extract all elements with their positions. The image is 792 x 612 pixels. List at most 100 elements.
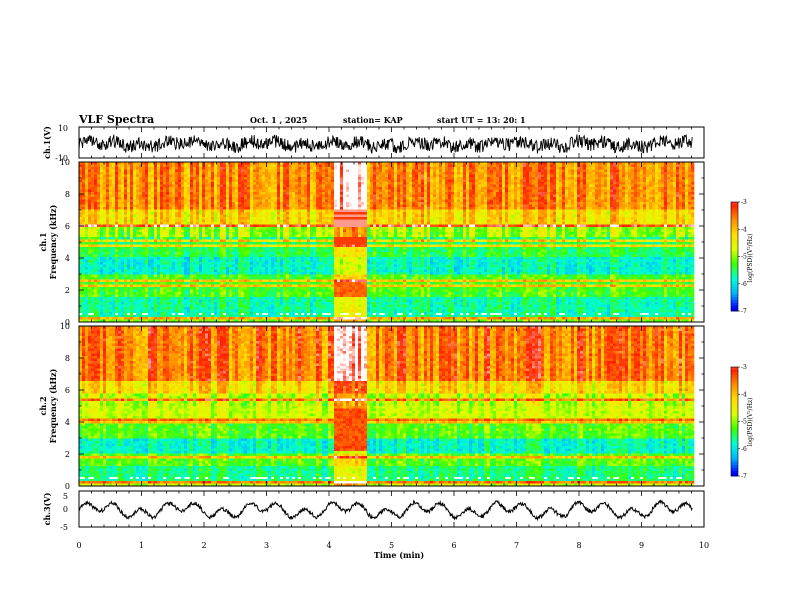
spectrogram-cell (490, 174, 494, 178)
spectrogram-cell (583, 184, 587, 188)
spectrogram-cell (250, 217, 254, 220)
spectrogram-cell (343, 199, 347, 203)
spectrogram-cell (628, 192, 632, 195)
spectrogram-cell (262, 167, 266, 170)
spectrogram-cell (100, 187, 104, 190)
spectrogram-cell (289, 204, 293, 208)
spectrogram-cell (514, 212, 518, 215)
spectrogram-cell (367, 207, 371, 210)
spectrogram-cell (541, 214, 545, 218)
spectrogram-cell (181, 199, 185, 203)
spectrogram-cell (535, 179, 539, 183)
spectrogram-cell (493, 172, 497, 175)
spectrogram-cell (538, 219, 542, 223)
spectrogram-cell (514, 209, 518, 213)
spectrogram-cell (430, 169, 434, 173)
spectrogram-cell (172, 187, 176, 190)
spectrogram-cell (664, 212, 668, 215)
spectrogram-cell (214, 207, 218, 210)
spectrogram-cell (622, 182, 626, 185)
spectrogram-cell (517, 172, 521, 175)
spectrogram-cell (445, 169, 449, 173)
spectrogram-cell (637, 177, 641, 180)
spectrogram-cell (673, 179, 677, 183)
spectrogram-cell (412, 219, 416, 223)
spectrogram-cell (172, 172, 176, 175)
spectrogram-cell (196, 162, 200, 165)
spectrogram-cell (157, 197, 161, 200)
spectrogram-cell (79, 169, 83, 173)
spectrogram-cell (346, 207, 350, 210)
spectrogram-cell (538, 204, 542, 208)
spectrogram-cell (328, 219, 332, 223)
spectrogram-cell (559, 197, 563, 200)
spectrogram-cell (223, 177, 227, 180)
spectrogram-cell (523, 199, 527, 203)
spectrogram-cell (439, 209, 443, 213)
spectrogram-cell (481, 184, 485, 188)
spectrogram-cell (643, 177, 647, 180)
spectrogram-cell (553, 197, 557, 200)
spectrogram-cell (187, 209, 191, 213)
spectrogram-cell (412, 212, 416, 215)
spectrogram-cell (112, 162, 116, 165)
spectrogram-cell (628, 217, 632, 220)
spectrogram-cell (451, 217, 455, 220)
spectrogram-cell (364, 187, 368, 190)
spectrogram-cell (166, 179, 170, 183)
spectrogram-cell (496, 204, 500, 208)
spectrogram-cell (172, 169, 176, 173)
spectrogram-cell (214, 184, 218, 188)
spectrogram-cell (304, 182, 308, 185)
spectrogram-cell (418, 192, 422, 195)
spectrogram-cell (478, 204, 482, 208)
spectrogram-cell (256, 167, 260, 170)
spectrogram-cell (463, 179, 467, 183)
spectrogram-cell (580, 202, 584, 205)
spectrogram-cell (367, 219, 371, 223)
spectrogram-cell (82, 172, 86, 175)
spectrogram-cell (673, 197, 677, 200)
spectrogram-cell (466, 214, 470, 218)
spectrogram-cell (481, 192, 485, 195)
spectrogram-cell (652, 164, 656, 168)
spectrogram-cell (388, 182, 392, 185)
spectrogram-cell (400, 219, 404, 223)
spectrogram-cell (514, 214, 518, 218)
spectrogram-cell (100, 179, 104, 183)
spectrogram-cell (301, 189, 305, 193)
spectrogram-cell (670, 192, 674, 195)
spectrogram-cell (439, 207, 443, 210)
spectrogram-cell (571, 177, 575, 180)
spectrogram-cell (127, 212, 131, 215)
spectrogram-cell (520, 194, 524, 198)
spectrogram-cell (301, 174, 305, 178)
spectrogram-cell (343, 202, 347, 205)
spectrogram-cell (232, 212, 236, 215)
spectrogram-cell (328, 192, 332, 195)
spectrogram-cell (490, 164, 494, 168)
spectrogram-cell (424, 187, 428, 190)
spectrogram-cell (424, 162, 428, 165)
spectrogram-cell (274, 214, 278, 218)
spectrogram-cell (334, 172, 338, 175)
spectrogram-cell (316, 207, 320, 210)
spectrogram-cell (241, 174, 245, 178)
spectrogram-cell (412, 182, 416, 185)
spectrogram-cell (385, 214, 389, 218)
spectrogram-cell (499, 184, 503, 188)
spectrogram-cell (370, 197, 374, 200)
spectrogram-cell (601, 204, 605, 208)
spectrogram-cell (181, 192, 185, 195)
spectrogram-cell (538, 184, 542, 188)
spectrogram-cell (418, 187, 422, 190)
spectrogram-cell (532, 199, 536, 203)
spectrogram-cell (217, 199, 221, 203)
spectrogram-cell (526, 217, 530, 220)
spectrogram-cell (226, 197, 230, 200)
spectrogram-cell (352, 174, 356, 178)
spectrogram-cell (214, 192, 218, 195)
spectrogram-cell (685, 217, 689, 220)
spectrogram-cell (253, 177, 257, 180)
spectrogram-cell (136, 202, 140, 205)
